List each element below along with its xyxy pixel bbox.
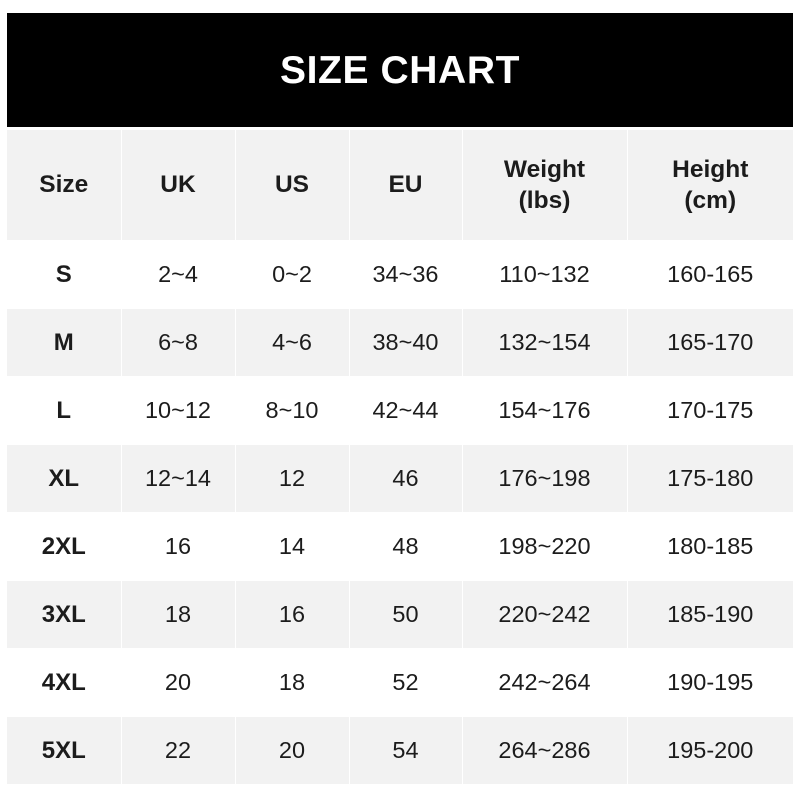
cell-height: 190-195 [627,648,793,717]
column-header-height-line1: Height [672,155,749,183]
cell-weight: 176~198 [462,444,628,513]
cell-height: 175-180 [627,444,793,513]
table-row: 2XL 16 14 48 198~220 180-185 [7,512,793,581]
table-row: XL 12~14 12 46 176~198 175-180 [7,444,793,513]
cell-size: 4XL [7,648,122,717]
column-header-weight-line1: Weight [503,155,586,183]
cell-weight: 110~132 [462,240,628,309]
cell-uk: 22 [121,716,236,785]
column-header-us-line1: US [274,171,310,199]
cell-size: 2XL [7,512,122,581]
cell-weight: 154~176 [462,376,628,445]
cell-size: 3XL [7,580,122,649]
column-header-weight: Weight (lbs) [462,130,628,241]
cell-eu: 48 [349,512,463,581]
column-header-height-line2: (cm) [684,187,737,214]
table-row: L 10~12 8~10 42~44 154~176 170-175 [7,376,793,445]
table-row: 4XL 20 18 52 242~264 190-195 [7,648,793,717]
cell-us: 4~6 [235,308,350,377]
cell-size: XL [7,444,122,513]
cell-uk: 12~14 [121,444,236,513]
cell-eu: 34~36 [349,240,463,309]
cell-uk: 6~8 [121,308,236,377]
cell-size: L [7,376,122,445]
table-header-row: Size UK US EU Weight (lbs) Height (cm) [7,130,793,241]
column-header-size: Size [7,130,122,241]
cell-eu: 42~44 [349,376,463,445]
cell-us: 14 [235,512,350,581]
column-header-size-line1: Size [39,171,89,199]
cell-weight: 264~286 [462,716,628,785]
cell-size: 5XL [7,716,122,785]
cell-weight: 132~154 [462,308,628,377]
cell-height: 165-170 [627,308,793,377]
title-banner: SIZE CHART [7,13,793,127]
column-header-uk-line1: UK [160,171,196,199]
column-header-uk: UK [121,130,236,241]
cell-height: 170-175 [627,376,793,445]
column-header-height: Height (cm) [627,130,793,241]
table-body: S 2~4 0~2 34~36 110~132 160-165 M 6~8 4~… [7,240,793,785]
cell-height: 160-165 [627,240,793,309]
cell-uk: 2~4 [121,240,236,309]
column-header-eu-line1: EU [388,171,423,199]
cell-weight: 220~242 [462,580,628,649]
page-title: SIZE CHART [280,48,520,92]
cell-eu: 54 [349,716,463,785]
table-row: M 6~8 4~6 38~40 132~154 165-170 [7,308,793,377]
cell-us: 8~10 [235,376,350,445]
cell-uk: 20 [121,648,236,717]
column-header-eu: EU [349,130,463,241]
cell-us: 16 [235,580,350,649]
cell-uk: 16 [121,512,236,581]
cell-eu: 46 [349,444,463,513]
cell-us: 20 [235,716,350,785]
table-row: S 2~4 0~2 34~36 110~132 160-165 [7,240,793,309]
column-header-us: US [235,130,350,241]
cell-eu: 52 [349,648,463,717]
table-row: 5XL 22 20 54 264~286 195-200 [7,716,793,785]
cell-weight: 198~220 [462,512,628,581]
cell-size: M [7,308,122,377]
cell-weight: 242~264 [462,648,628,717]
cell-uk: 10~12 [121,376,236,445]
size-chart-table: Size UK US EU Weight (lbs) Height (cm) [7,130,793,785]
cell-size: S [7,240,122,309]
cell-us: 18 [235,648,350,717]
cell-us: 12 [235,444,350,513]
cell-uk: 18 [121,580,236,649]
table-row: 3XL 18 16 50 220~242 185-190 [7,580,793,649]
table-header: Size UK US EU Weight (lbs) Height (cm) [7,130,793,241]
cell-eu: 38~40 [349,308,463,377]
cell-height: 185-190 [627,580,793,649]
cell-us: 0~2 [235,240,350,309]
column-header-weight-line2: (lbs) [518,187,571,214]
cell-eu: 50 [349,580,463,649]
cell-height: 180-185 [627,512,793,581]
cell-height: 195-200 [627,716,793,785]
